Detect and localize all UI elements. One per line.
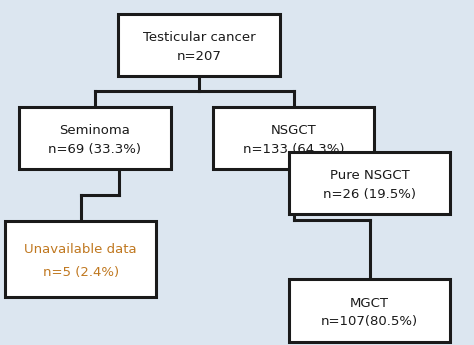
Text: Unavailable data: Unavailable data [24,243,137,256]
Text: n=5 (2.4%): n=5 (2.4%) [43,266,118,279]
Text: NSGCT: NSGCT [271,124,317,137]
FancyBboxPatch shape [213,107,374,169]
Text: n=107(80.5%): n=107(80.5%) [321,315,418,328]
Text: MGCT: MGCT [350,297,389,309]
FancyBboxPatch shape [118,14,280,76]
Text: n=69 (33.3%): n=69 (33.3%) [48,143,141,156]
Text: n=26 (19.5%): n=26 (19.5%) [323,188,416,200]
Text: Pure NSGCT: Pure NSGCT [330,169,410,182]
Text: n=207: n=207 [177,50,221,62]
FancyBboxPatch shape [5,221,156,297]
Text: Testicular cancer: Testicular cancer [143,31,255,44]
FancyBboxPatch shape [289,152,450,214]
Text: Seminoma: Seminoma [59,124,130,137]
Text: n=133 (64.3%): n=133 (64.3%) [243,143,345,156]
FancyBboxPatch shape [19,107,171,169]
FancyBboxPatch shape [289,279,450,342]
